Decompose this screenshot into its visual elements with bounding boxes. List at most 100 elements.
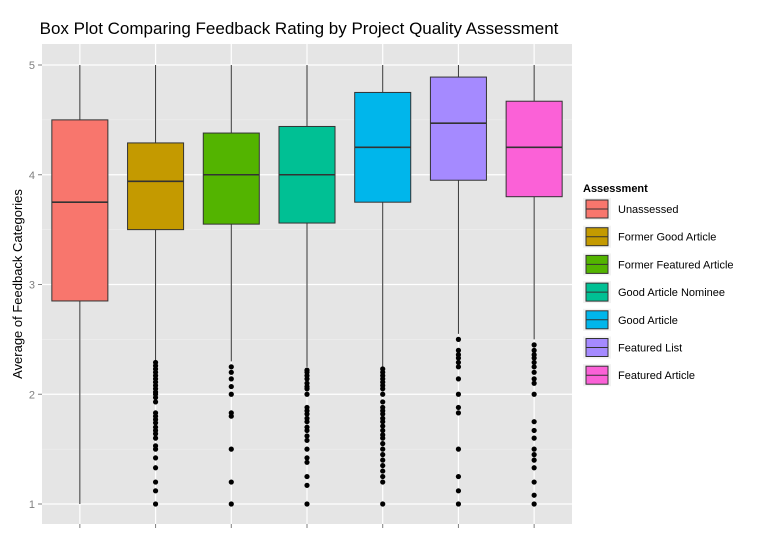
legend-label: Featured Article xyxy=(618,370,695,382)
outlier-point xyxy=(304,391,310,397)
outlier-point xyxy=(304,446,310,452)
outlier-point xyxy=(228,479,234,485)
outlier-point xyxy=(304,437,310,443)
outlier-point xyxy=(531,347,537,353)
box-unassessed xyxy=(51,65,109,504)
outlier-point xyxy=(455,336,462,342)
legend-label: Featured List xyxy=(618,343,682,355)
outlier-point xyxy=(380,441,386,447)
outlier-point xyxy=(152,455,159,461)
x-axis-ticks xyxy=(79,524,535,528)
box-good-article xyxy=(354,65,412,507)
legend-label: Good Article xyxy=(618,315,678,327)
outlier-point xyxy=(531,342,537,348)
outlier-point xyxy=(455,347,462,353)
legend-item: Featured Article xyxy=(583,364,695,387)
boxes xyxy=(51,65,563,507)
box-featured-list xyxy=(429,65,487,507)
y-tick-label: 4 xyxy=(29,170,35,182)
outlier-point xyxy=(304,419,310,425)
outlier-point xyxy=(380,479,386,485)
outlier-point xyxy=(304,482,310,488)
outlier-point xyxy=(380,473,386,480)
outlier-point xyxy=(228,383,234,390)
outlier-point xyxy=(228,391,234,397)
outlier-point xyxy=(531,435,537,441)
legend-item: Featured List xyxy=(583,336,682,359)
outlier-point xyxy=(304,411,310,417)
outlier-point xyxy=(531,419,537,425)
outlier-point xyxy=(455,355,462,361)
outlier-point xyxy=(228,369,234,375)
outlier-point xyxy=(228,376,234,382)
outlier-point xyxy=(380,457,386,463)
outlier-point xyxy=(152,394,159,401)
outlier-point xyxy=(455,446,462,452)
outlier-point xyxy=(455,473,462,480)
legend-item: Unassessed xyxy=(583,198,679,220)
outlier-point xyxy=(304,376,310,382)
box-featured-article xyxy=(505,65,563,507)
outlier-point xyxy=(380,468,386,474)
outlier-point xyxy=(152,501,159,507)
outlier-point xyxy=(380,423,386,429)
legend-label: Unassessed xyxy=(618,204,679,216)
outlier-point xyxy=(228,501,234,507)
outlier-point xyxy=(531,452,537,458)
outlier-point xyxy=(531,446,537,452)
outlier-point xyxy=(380,427,386,434)
outlier-point xyxy=(304,386,310,392)
legend-label: Former Good Article xyxy=(618,232,716,244)
outlier-point xyxy=(531,492,537,498)
outlier-point xyxy=(531,465,537,471)
outlier-point xyxy=(152,479,159,485)
outlier-point xyxy=(531,364,537,370)
outlier-point xyxy=(152,435,159,441)
outlier-point xyxy=(531,501,537,507)
outlier-point xyxy=(304,501,310,507)
legend-item: Former Featured Article xyxy=(583,253,734,276)
box-iqr xyxy=(51,119,109,302)
outlier-point xyxy=(531,479,537,485)
box-iqr xyxy=(127,142,185,231)
outlier-point xyxy=(455,404,462,411)
legend-item: Good Article xyxy=(583,308,678,331)
outlier-point xyxy=(380,386,386,392)
outlier-point xyxy=(152,446,159,452)
outlier-point xyxy=(152,399,159,405)
box-iqr xyxy=(202,132,260,225)
outlier-point xyxy=(304,433,310,439)
outlier-point xyxy=(380,419,386,425)
legend-item: Good Article Nominee xyxy=(583,281,725,304)
outlier-point xyxy=(531,457,537,463)
box-iqr xyxy=(505,100,563,198)
y-tick-label: 5 xyxy=(29,60,35,72)
outlier-point xyxy=(531,355,537,361)
outlier-point xyxy=(380,452,386,458)
y-tick-label: 3 xyxy=(29,280,35,292)
outlier-point xyxy=(304,459,310,465)
outlier-point xyxy=(380,435,386,441)
outlier-point xyxy=(380,391,386,397)
outlier-point xyxy=(455,364,462,370)
outlier-point xyxy=(228,364,234,370)
outlier-point xyxy=(304,473,310,480)
outlier-point xyxy=(380,411,386,417)
outlier-point xyxy=(531,369,537,375)
outlier-point xyxy=(380,462,386,469)
y-axis-title: Average of Feedback Categories xyxy=(10,189,25,379)
outlier-point xyxy=(152,465,159,471)
outlier-point xyxy=(531,380,537,386)
legend-item: Former Good Article xyxy=(583,225,716,248)
outlier-point xyxy=(380,446,386,452)
outlier-point xyxy=(455,359,462,366)
outlier-point xyxy=(455,410,462,416)
chart-title: Box Plot Comparing Feedback Rating by Pr… xyxy=(40,19,559,38)
outlier-point xyxy=(531,391,537,397)
outlier-point xyxy=(304,455,310,461)
legend-label: Former Featured Article xyxy=(618,259,734,271)
box-former-featured-article xyxy=(202,65,260,507)
outlier-point xyxy=(152,420,159,426)
outlier-point xyxy=(531,376,537,382)
